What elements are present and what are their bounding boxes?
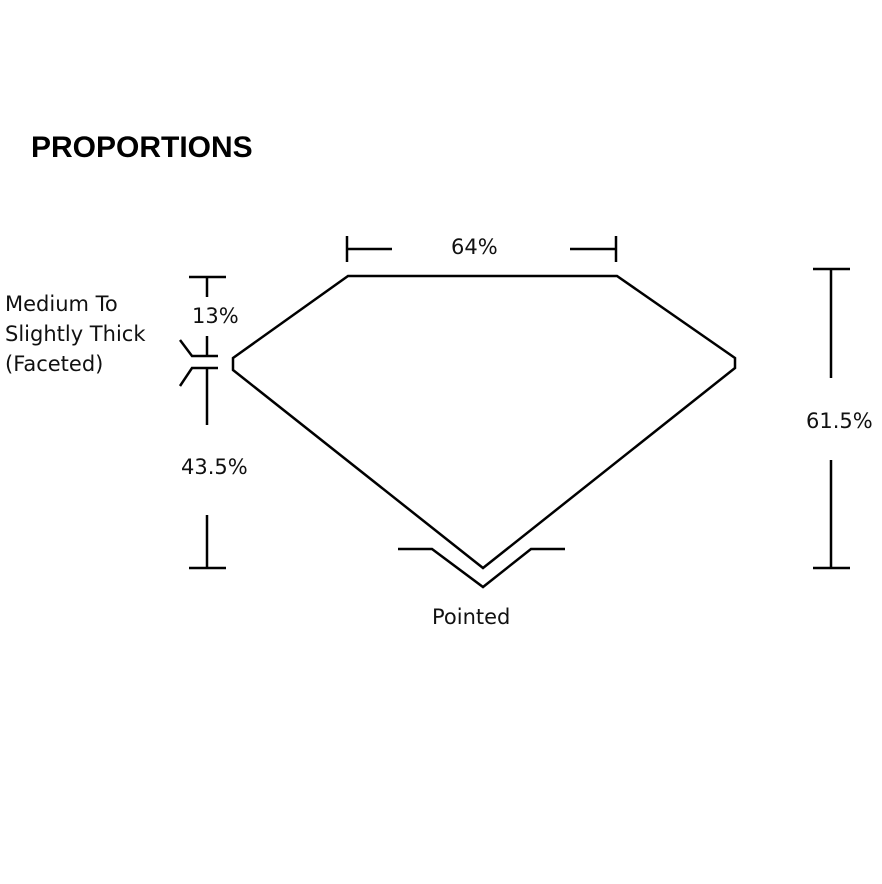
depth-label: 61.5% xyxy=(806,409,873,433)
table-label: 64% xyxy=(451,235,498,259)
diamond-outline xyxy=(231,274,737,570)
girdle-label-line1: Medium To xyxy=(5,292,118,316)
girdle-label-line2: Slightly Thick xyxy=(5,322,146,346)
crown-label: 13% xyxy=(192,304,239,328)
depth-dimension xyxy=(813,267,850,570)
girdle-label-line3: (Faceted) xyxy=(5,352,104,376)
culet-marker xyxy=(398,547,565,589)
page-title: PROPORTIONS xyxy=(31,131,253,164)
pavilion-label: 43.5% xyxy=(181,455,248,479)
table-dimension xyxy=(345,236,618,262)
crown-dimension xyxy=(189,275,226,356)
girdle-marker xyxy=(178,339,218,387)
pavilion-dimension xyxy=(189,368,226,570)
culet-label: Pointed xyxy=(432,605,511,629)
